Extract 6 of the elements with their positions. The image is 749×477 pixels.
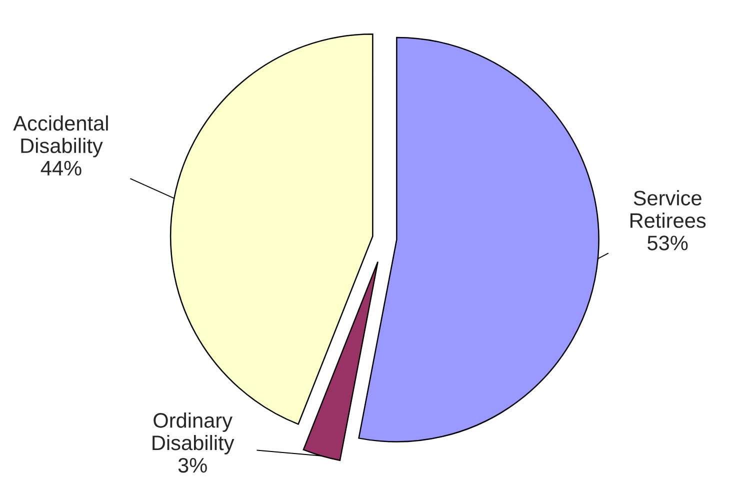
slice-label: Service Retirees (630, 190, 706, 228)
data-label: 53% (648, 236, 688, 250)
data-label: 44% (40, 160, 82, 176)
slice-label: Accidental Disability (13, 115, 108, 158)
data-label: 3% (178, 458, 207, 473)
slice-label: Ordinary Disability (152, 412, 234, 454)
